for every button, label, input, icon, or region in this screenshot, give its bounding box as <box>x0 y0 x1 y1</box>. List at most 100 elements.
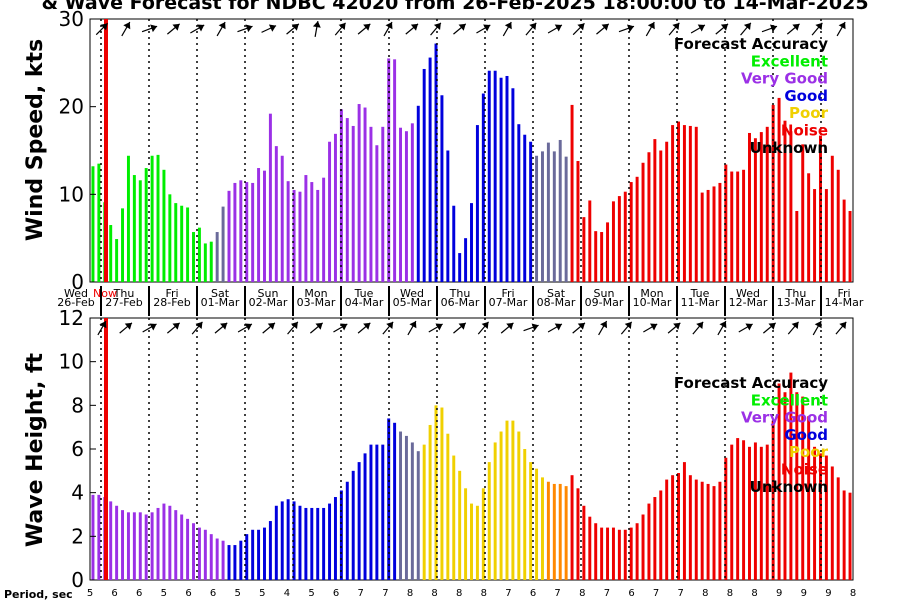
legend-item: Very Good <box>741 409 828 427</box>
wave-bar <box>144 514 148 580</box>
period-value: 9 <box>776 588 782 599</box>
arrow-head <box>627 24 635 33</box>
wind-bar <box>333 133 337 282</box>
wind-bar <box>588 200 592 282</box>
y-tick-label: 10 <box>59 182 84 206</box>
wind-bar <box>795 210 799 282</box>
period-value: 8 <box>727 588 733 599</box>
day-of-week-label: Thu <box>785 287 807 300</box>
wind-bar <box>192 232 195 282</box>
legend-item: Unknown <box>750 478 828 496</box>
arrow-head <box>768 322 776 330</box>
wave-bar <box>132 512 136 580</box>
direction-arrow <box>525 22 537 36</box>
wave-bar <box>475 505 479 580</box>
arrow-head <box>696 321 704 330</box>
direction-arrow <box>261 24 277 33</box>
wind-bar <box>97 163 101 282</box>
date-label: 04-Mar <box>345 296 384 309</box>
wave-bar <box>688 475 692 580</box>
arrow-head <box>577 322 585 330</box>
wind-bar <box>682 125 686 282</box>
arrow-head <box>554 24 562 32</box>
wind-bar <box>168 194 172 282</box>
arrow-head <box>743 22 751 31</box>
arrow-head <box>458 23 466 31</box>
direction-arrow <box>97 320 107 336</box>
legend-item: Poor <box>789 443 829 461</box>
wind-bar <box>322 177 326 282</box>
arrow-head <box>791 321 799 330</box>
wave-bar <box>197 527 201 580</box>
wind-bar <box>292 189 296 282</box>
date-label: 13-Mar <box>777 296 816 309</box>
wind-bar <box>186 207 190 282</box>
legend-title: Forecast Accuracy <box>674 374 828 392</box>
wave-bar <box>404 435 408 580</box>
wind-bar <box>813 189 817 282</box>
y-tick-label: 0 <box>71 568 84 592</box>
wave-bar <box>310 507 314 580</box>
wave-bar <box>753 442 757 580</box>
wind-bar <box>257 168 261 282</box>
wave-bar <box>292 501 296 580</box>
direction-arrow <box>476 24 491 34</box>
wind-bar <box>677 121 680 282</box>
wind-bar <box>659 150 663 282</box>
arrow-head <box>124 322 132 330</box>
wind-bar <box>458 253 462 282</box>
direction-arrow <box>333 323 348 333</box>
wind-bar <box>635 176 639 282</box>
wave-bar <box>174 510 178 580</box>
wave-bar <box>369 444 373 580</box>
wind-bar <box>475 125 479 282</box>
arrow-head <box>100 23 108 31</box>
period-value: 7 <box>382 588 388 599</box>
wave-bar <box>257 529 261 580</box>
wave-bar <box>209 534 213 580</box>
wind-bar <box>724 164 728 282</box>
wave-bar <box>162 503 166 580</box>
wave-bar <box>629 527 633 580</box>
arrow-head <box>245 24 253 33</box>
wave-bar <box>647 503 651 580</box>
wave-bar <box>203 529 207 580</box>
period-value: 7 <box>358 588 364 599</box>
period-value: 8 <box>579 588 585 599</box>
wind-bar <box>765 126 769 282</box>
day-of-week-label: Sun <box>258 287 279 300</box>
wind-bar <box>570 104 574 282</box>
wave-bar <box>97 494 101 580</box>
wave-bar <box>298 505 302 580</box>
arrow-head <box>554 323 562 331</box>
direction-arrow <box>382 321 394 335</box>
period-value: 7 <box>505 588 511 599</box>
wave-bar <box>393 422 397 580</box>
date-label: 06-Mar <box>441 296 480 309</box>
arrow-head <box>839 321 847 330</box>
wind-bar <box>375 145 379 282</box>
direction-arrow <box>383 21 393 37</box>
chart-title: & Wave Forecast for NDBC 42020 from 26-F… <box>41 0 868 14</box>
period-value: 8 <box>431 588 437 599</box>
day-of-week-label: Sun <box>594 287 615 300</box>
wave-bar <box>759 446 763 580</box>
wind-bar <box>298 191 302 282</box>
wave-bar <box>357 462 361 580</box>
arrow-head <box>267 322 275 330</box>
wind-bar <box>836 169 840 282</box>
wind-bar <box>653 139 657 282</box>
wind-bar <box>416 105 420 282</box>
direction-arrow <box>214 322 228 334</box>
wind-bar <box>115 239 119 282</box>
wind-bar <box>470 203 473 282</box>
direction-arrow <box>166 23 181 35</box>
direction-arrow <box>836 21 846 37</box>
wind-bar <box>274 146 278 282</box>
wave-bar <box>416 451 420 580</box>
arrow-head <box>577 23 585 31</box>
y-tick-label: 8 <box>71 393 84 417</box>
wave-bar <box>274 505 278 580</box>
wave-bar <box>783 392 787 580</box>
wave-bar <box>606 527 610 580</box>
